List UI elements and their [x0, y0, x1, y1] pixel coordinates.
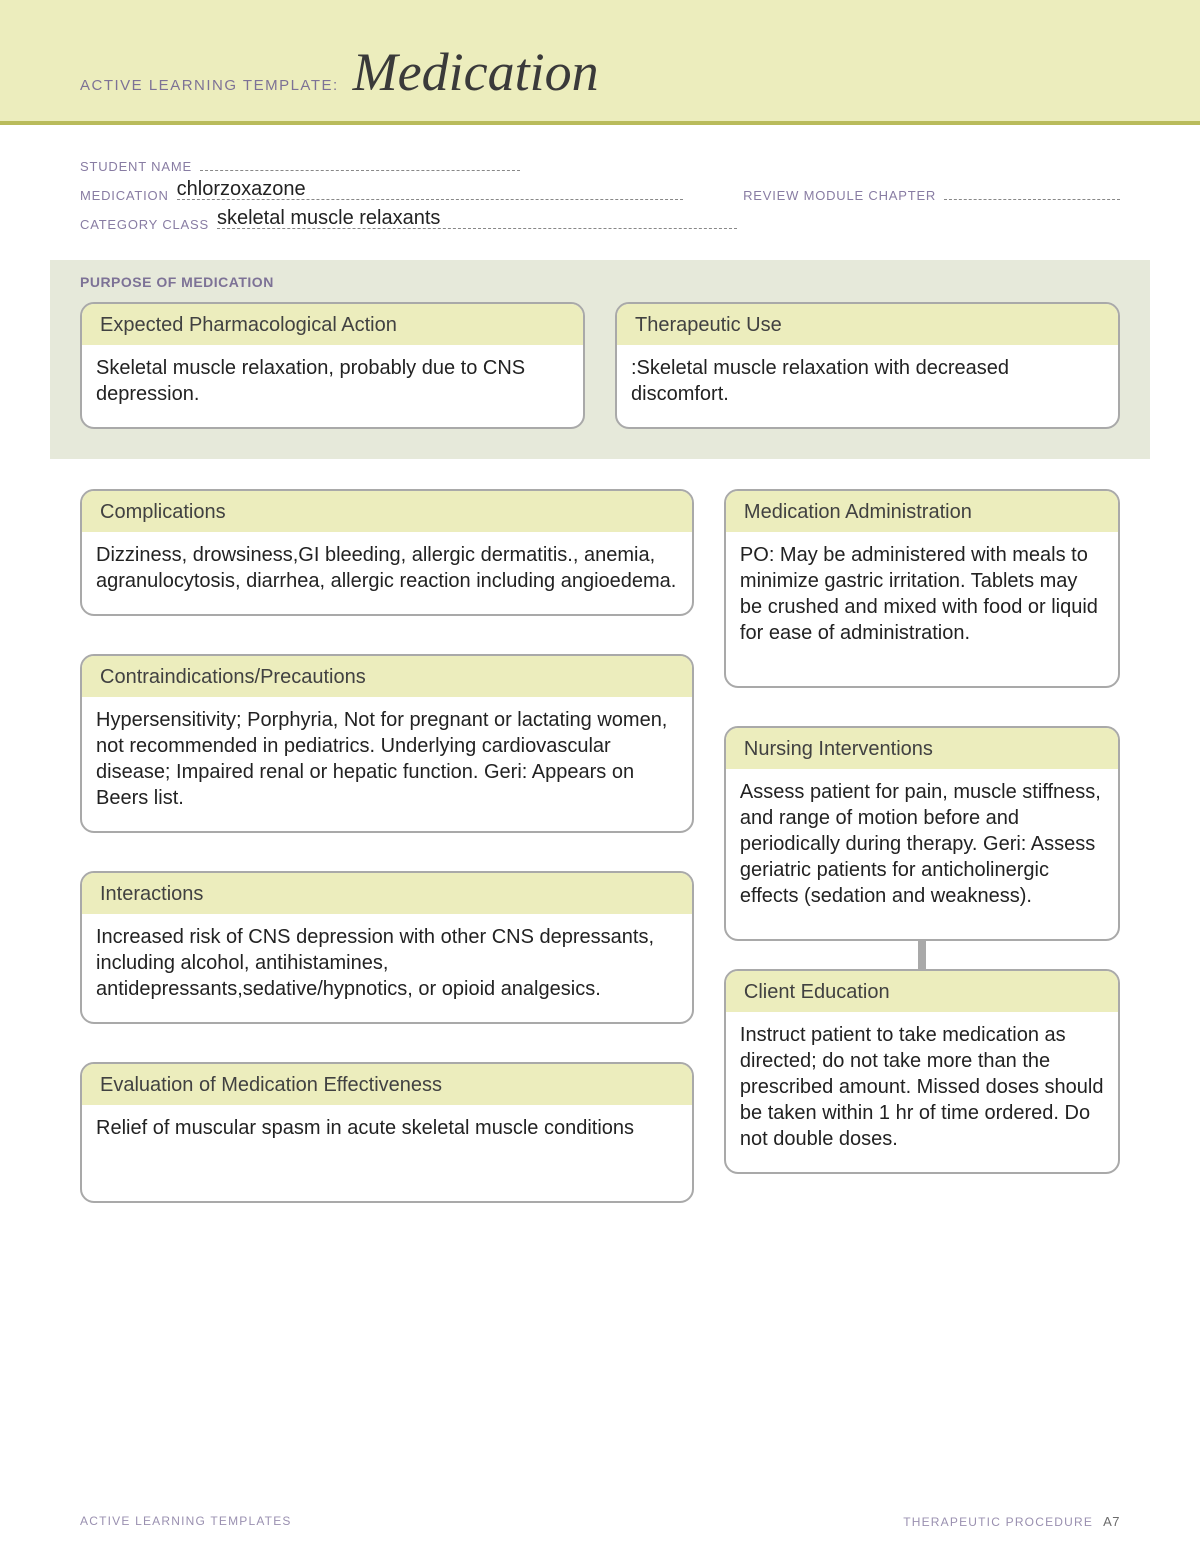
category-value: skeletal muscle relaxants	[217, 207, 440, 230]
medication-line[interactable]: chlorzoxazone	[177, 184, 683, 200]
card-evaluation: Evaluation of Medication Effectiveness R…	[80, 1062, 694, 1203]
card-nursing-title: Nursing Interventions	[726, 728, 1118, 771]
card-pharm-action-body: Skeletal muscle relaxation, probably due…	[82, 347, 583, 427]
spacer	[724, 688, 1120, 726]
student-name-label: STUDENT NAME	[80, 159, 192, 174]
card-client-education-title: Client Education	[726, 971, 1118, 1014]
page: ACTIVE LEARNING TEMPLATE: Medication STU…	[0, 0, 1200, 1553]
card-contraindications: Contraindications/Precautions Hypersensi…	[80, 654, 694, 833]
card-pharm-action: Expected Pharmacological Action Skeletal…	[80, 302, 585, 429]
header-inner: ACTIVE LEARNING TEMPLATE: Medication	[80, 41, 599, 121]
col-right: Medication Administration PO: May be adm…	[724, 489, 1120, 1203]
purpose-label: PURPOSE OF MEDICATION	[80, 274, 1120, 290]
card-interactions-body: Increased risk of CNS depression with ot…	[82, 916, 692, 1022]
footer-right: THERAPEUTIC PROCEDURE A7	[903, 1514, 1120, 1529]
footer-right-label: THERAPEUTIC PROCEDURE	[903, 1515, 1093, 1529]
footer-page: A7	[1103, 1514, 1120, 1529]
header-band: ACTIVE LEARNING TEMPLATE: Medication	[0, 0, 1200, 125]
card-contraindications-body: Hypersensitivity; Porphyria, Not for pre…	[82, 699, 692, 831]
card-administration: Medication Administration PO: May be adm…	[724, 489, 1120, 688]
header-title: Medication	[353, 41, 599, 103]
card-interactions: Interactions Increased risk of CNS depre…	[80, 871, 694, 1024]
card-pharm-action-title: Expected Pharmacological Action	[82, 304, 583, 347]
review-label: REVIEW MODULE CHAPTER	[743, 188, 936, 203]
card-client-education: Client Education Instruct patient to tak…	[724, 969, 1120, 1174]
card-therapeutic-use-title: Therapeutic Use	[617, 304, 1118, 347]
main-grid: Complications Dizziness, drowsiness,GI b…	[0, 459, 1200, 1203]
card-contraindications-title: Contraindications/Precautions	[82, 656, 692, 699]
card-evaluation-title: Evaluation of Medication Effectiveness	[82, 1064, 692, 1107]
col-left: Complications Dizziness, drowsiness,GI b…	[80, 489, 694, 1203]
card-nursing: Nursing Interventions Assess patient for…	[724, 726, 1120, 941]
medication-value: chlorzoxazone	[177, 178, 306, 201]
card-therapeutic-use: Therapeutic Use :Skeletal muscle relaxat…	[615, 302, 1120, 429]
card-administration-body: PO: May be administered with meals to mi…	[726, 534, 1118, 686]
card-complications-body: Dizziness, drowsiness,GI bleeding, aller…	[82, 534, 692, 614]
card-evaluation-body: Relief of muscular spasm in acute skelet…	[82, 1107, 692, 1201]
meta-block: STUDENT NAME MEDICATION chlorzoxazone RE…	[0, 125, 1200, 260]
footer-left: ACTIVE LEARNING TEMPLATES	[80, 1514, 292, 1529]
footer: ACTIVE LEARNING TEMPLATES THERAPEUTIC PR…	[80, 1514, 1120, 1529]
card-complications-title: Complications	[82, 491, 692, 534]
meta-row-student: STUDENT NAME	[80, 155, 1120, 174]
card-administration-title: Medication Administration	[726, 491, 1118, 534]
header-prefix: ACTIVE LEARNING TEMPLATE:	[80, 77, 339, 94]
category-line[interactable]: skeletal muscle relaxants	[217, 213, 737, 229]
card-complications: Complications Dizziness, drowsiness,GI b…	[80, 489, 694, 616]
review-line[interactable]	[944, 184, 1120, 200]
student-name-line[interactable]	[200, 155, 520, 171]
meta-row-medication: MEDICATION chlorzoxazone REVIEW MODULE C…	[80, 184, 1120, 203]
purpose-section: PURPOSE OF MEDICATION Expected Pharmacol…	[50, 260, 1150, 459]
connector-line	[918, 941, 926, 969]
card-therapeutic-use-body: :Skeletal muscle relaxation with decreas…	[617, 347, 1118, 427]
card-nursing-body: Assess patient for pain, muscle stiffnes…	[726, 771, 1118, 939]
category-label: CATEGORY CLASS	[80, 217, 209, 232]
card-client-education-body: Instruct patient to take medication as d…	[726, 1014, 1118, 1172]
card-interactions-title: Interactions	[82, 873, 692, 916]
meta-row-category: CATEGORY CLASS skeletal muscle relaxants	[80, 213, 1120, 232]
medication-label: MEDICATION	[80, 188, 169, 203]
